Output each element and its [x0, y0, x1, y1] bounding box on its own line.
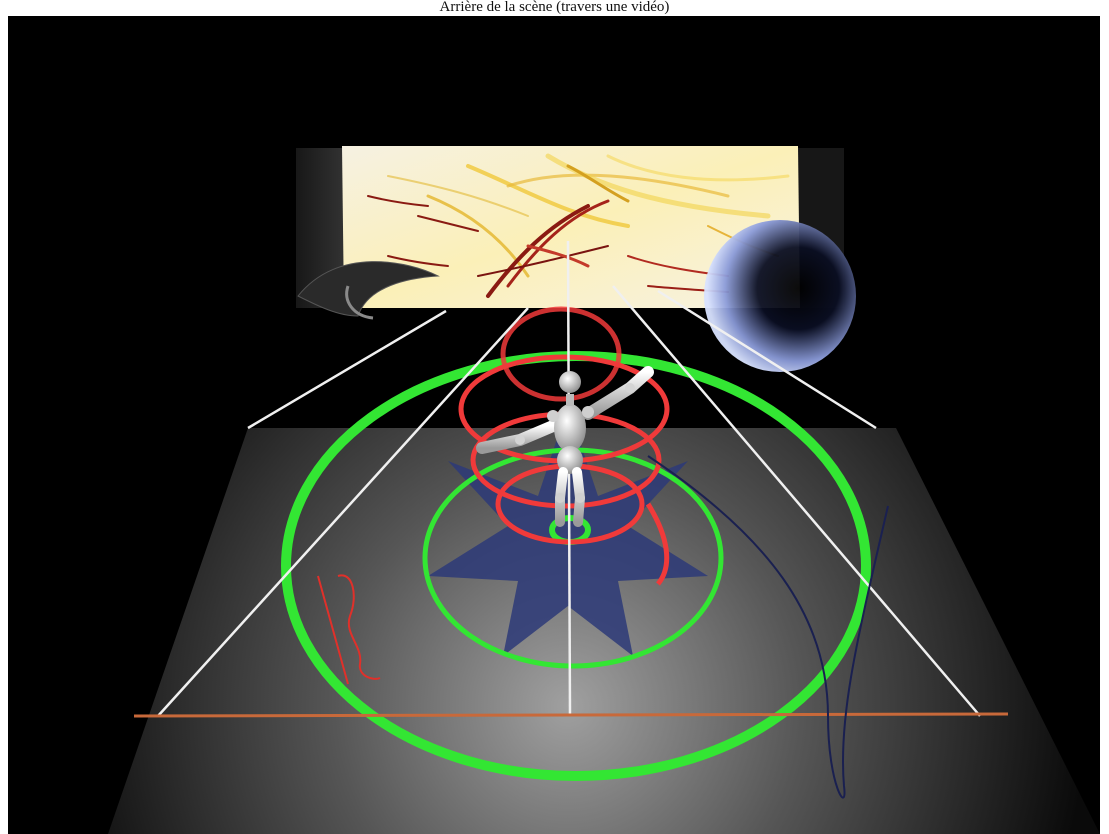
curved-ribbon [297, 261, 440, 317]
caption: Arrière de la scène (travers une vidéo) [439, 0, 670, 15]
curved-ribbon-edge [345, 285, 374, 320]
stage-render [8, 16, 1100, 834]
red-spiral-tail [645, 502, 670, 586]
glass-sphere [704, 220, 856, 372]
floor-rope [133, 712, 1009, 718]
light-beams [157, 240, 981, 717]
mannequin [476, 366, 654, 527]
stage-scene-svg [108, 146, 1100, 834]
dark-curve [647, 455, 889, 799]
red-squiggle [317, 574, 381, 685]
